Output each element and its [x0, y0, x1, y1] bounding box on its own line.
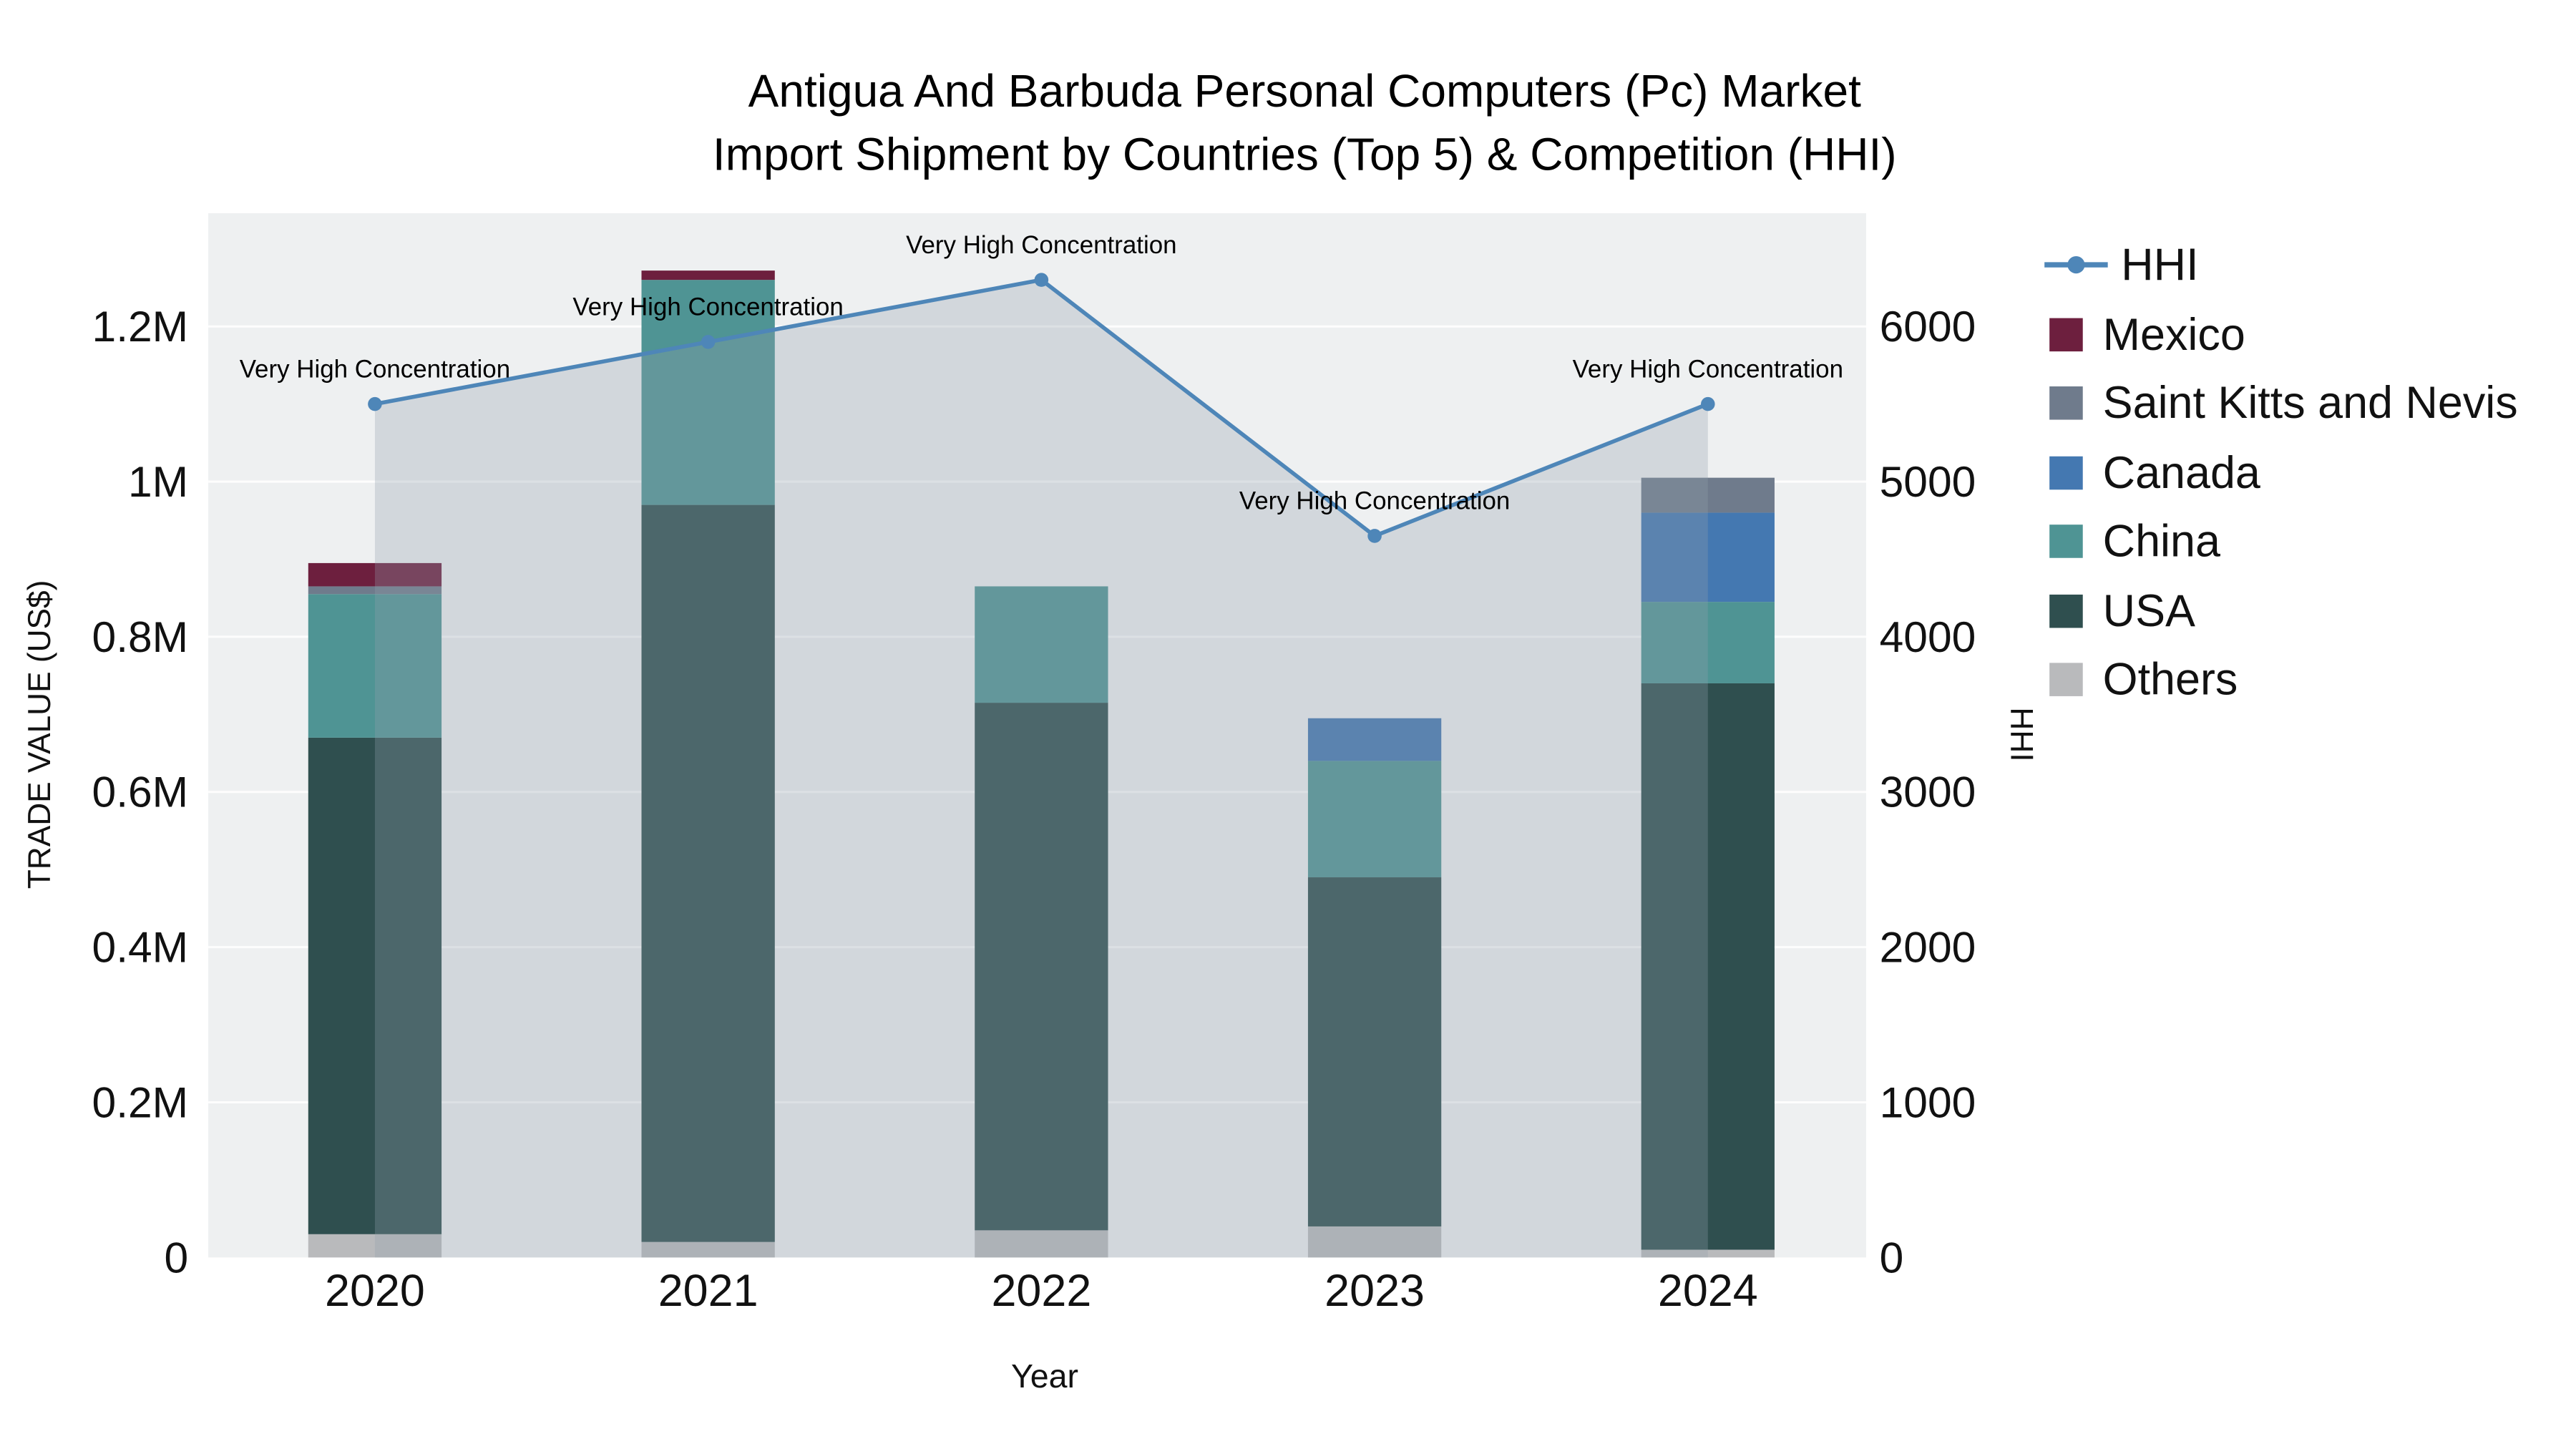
bar-segment-others: [641, 1241, 775, 1258]
x-tick-label: 2022: [991, 1266, 1091, 1316]
legend-label-usa: USA: [2103, 586, 2195, 636]
legend-label-canada: Canada: [2103, 448, 2260, 498]
mexico-swatch-icon: [2049, 318, 2083, 352]
bar-segment-usa: [308, 737, 442, 1234]
y-axis-left-title: TRADE VALUE (US$): [22, 580, 57, 889]
y-axis-right-title: HHI: [2004, 707, 2039, 761]
x-tick-label: 2023: [1324, 1266, 1425, 1316]
chart-title-line1: Antigua And Barbuda Personal Computers (…: [748, 65, 1861, 117]
y-right-tick-label: 1000: [1880, 1078, 1976, 1126]
legend-label-mexico: Mexico: [2103, 310, 2245, 360]
y-left-tick-label: 0.8M: [92, 613, 189, 661]
legend-label-others: Others: [2103, 655, 2238, 705]
y-left-tick-label: 0.4M: [92, 923, 189, 972]
bar-segment-mexico: [641, 270, 775, 280]
bar-segment-china: [1307, 761, 1442, 878]
bar-segment-others: [308, 1234, 442, 1258]
bar-segment-others: [975, 1230, 1108, 1258]
y-right-tick-label: 5000: [1880, 457, 1976, 506]
y-left-tick-label: 1M: [128, 457, 188, 506]
legend-item-china[interactable]: China: [2049, 516, 2220, 566]
hhi-marker: [1367, 529, 1382, 543]
saint-kitts-and-nevis-swatch-icon: [2049, 386, 2083, 420]
bar-segment-china: [975, 586, 1108, 703]
bar-segment-saint-kitts-and-nevis: [1641, 477, 1775, 513]
bar-segment-china: [1641, 602, 1775, 683]
bar-segment-canada: [1307, 718, 1442, 761]
hhi-marker-swatch-icon: [2067, 255, 2085, 274]
legend-label-hhi: HHI: [2121, 240, 2198, 290]
y-left-tick-label: 1.2M: [92, 302, 189, 351]
bar-segment-usa: [1307, 877, 1442, 1226]
bar-segment-others: [1307, 1226, 1442, 1258]
y-left-tick-label: 0.2M: [92, 1078, 189, 1126]
legend-item-mexico[interactable]: Mexico: [2049, 310, 2245, 360]
plot-area: Very High Concentration Very High Concent…: [92, 213, 1976, 1316]
y-right-tick-label: 4000: [1880, 613, 1976, 661]
china-swatch-icon: [2049, 525, 2083, 558]
y-left-tick-label: 0: [164, 1233, 188, 1282]
hhi-annotation: Very High Concentration: [240, 355, 510, 383]
hhi-annotation: Very High Concentration: [1573, 355, 1843, 383]
legend-item-usa[interactable]: USA: [2049, 586, 2195, 636]
hhi-marker: [1034, 273, 1049, 287]
y-right-tick-label: 6000: [1880, 302, 1976, 351]
bar-segment-mexico: [308, 562, 442, 587]
legend-label-china: China: [2103, 516, 2220, 566]
hhi-marker: [1701, 396, 1715, 411]
bar-segment-others: [1641, 1249, 1775, 1258]
y-right-tick-label: 3000: [1880, 768, 1976, 816]
bar-segment-china: [641, 280, 775, 505]
x-tick-label: 2021: [658, 1266, 758, 1316]
x-axis-title: Year: [1011, 1357, 1078, 1395]
y-right-tick-label: 2000: [1880, 923, 1976, 972]
hhi-annotation: Very High Concentration: [1239, 487, 1510, 515]
hhi-marker: [368, 396, 382, 411]
bar-segment-usa: [975, 703, 1108, 1231]
legend-item-hhi[interactable]: HHI: [2044, 240, 2199, 290]
hhi-annotation: Very High Concentration: [572, 293, 843, 321]
y-right-tick-label: 0: [1880, 1233, 1904, 1282]
bar-segment-canada: [1641, 512, 1775, 602]
hhi-marker: [701, 335, 716, 349]
bar-segment-usa: [1641, 683, 1775, 1250]
hhi-annotation: Very High Concentration: [906, 231, 1176, 259]
legend-label-saint-kitts-and-nevis: Saint Kitts and Nevis: [2103, 378, 2518, 428]
bar-segment-usa: [641, 504, 775, 1242]
legend-item-others[interactable]: Others: [2049, 655, 2238, 705]
legend: HHI Mexico Saint Kitts and Nevis Canada …: [2044, 240, 2518, 705]
x-tick-label: 2024: [1658, 1266, 1758, 1316]
bar-segment-saint-kitts-and-nevis: [308, 586, 442, 595]
chart-title-line2: Import Shipment by Countries (Top 5) & C…: [713, 128, 1897, 180]
legend-item-saint-kitts-and-nevis[interactable]: Saint Kitts and Nevis: [2049, 378, 2518, 428]
hhi-area-fill: [374, 280, 1708, 1258]
usa-swatch-icon: [2049, 594, 2083, 628]
x-tick-label: 2020: [325, 1266, 425, 1316]
legend-item-canada[interactable]: Canada: [2049, 448, 2260, 498]
others-swatch-icon: [2049, 663, 2083, 696]
canada-swatch-icon: [2049, 456, 2083, 490]
bar-segment-china: [308, 594, 442, 738]
y-left-tick-label: 0.6M: [92, 768, 189, 816]
